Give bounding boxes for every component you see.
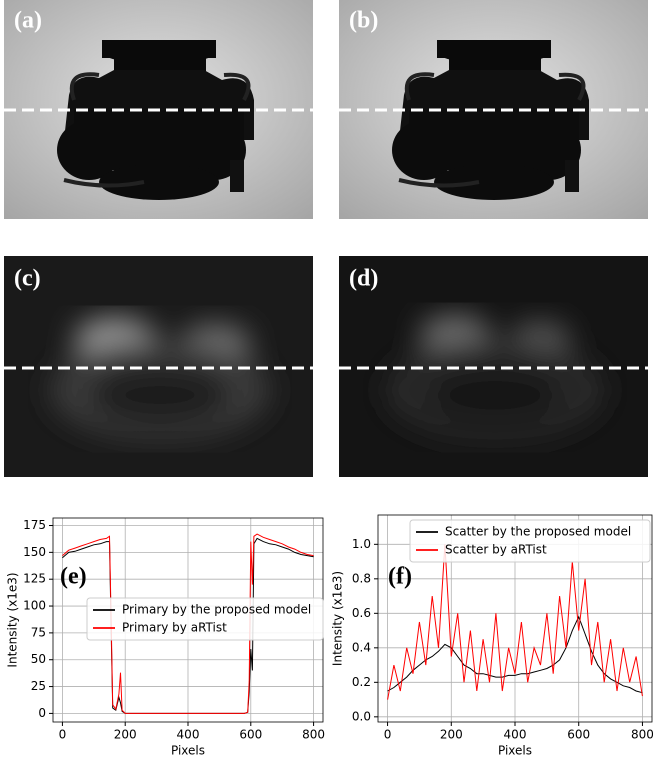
legend-box	[86, 597, 324, 641]
y-tick-label: 100	[23, 599, 46, 613]
panel-label: (c)	[14, 266, 41, 292]
y-tick-label: 0.0	[352, 709, 371, 723]
image-b: (b)	[339, 0, 648, 219]
data-line	[387, 615, 643, 694]
annotation: (f)	[388, 564, 412, 590]
y-tick-label: 25	[31, 679, 46, 693]
x-tick-label: 800	[631, 728, 653, 742]
x-tick-label: 600	[567, 728, 590, 742]
legend-box	[409, 519, 651, 563]
y-tick-label: 50	[31, 652, 46, 666]
y-tick-label: 0	[38, 706, 46, 720]
x-tick-label: 200	[440, 728, 463, 742]
panel-label: (d)	[349, 266, 378, 292]
x-tick-label: 800	[302, 728, 325, 742]
panel-label: (a)	[14, 8, 42, 34]
y-tick-label: 0.8	[352, 571, 371, 585]
legend-label: Primary by aRTist	[122, 621, 227, 635]
image-c: (c)	[4, 256, 313, 477]
y-tick-label: 0.4	[352, 640, 371, 654]
legend-label: Scatter by the proposed model	[445, 525, 631, 539]
data-line	[387, 544, 643, 700]
legend-label: Primary by the proposed model	[122, 603, 311, 617]
x-axis-label: Pixels	[498, 744, 532, 758]
panel-label: (b)	[349, 8, 378, 34]
x-tick-label: 200	[114, 728, 137, 742]
y-axis-label: Intensity (x1e3)	[6, 572, 20, 667]
x-tick-label: 0	[384, 728, 392, 742]
legend-label: Scatter by aRTist	[445, 543, 547, 557]
x-tick-label: 400	[504, 728, 527, 742]
annotation: (e)	[60, 564, 87, 590]
image-a: (a)	[4, 0, 313, 219]
y-tick-label: 1.0	[352, 537, 371, 551]
x-axis-label: Pixels	[171, 744, 205, 758]
y-tick-label: 150	[23, 545, 46, 559]
axes-frame	[377, 514, 653, 723]
x-tick-label: 400	[177, 728, 200, 742]
data-line	[62, 533, 314, 714]
image-d: (d)	[339, 256, 648, 477]
y-tick-label: 175	[23, 518, 46, 532]
y-tick-label: 0.6	[352, 606, 371, 620]
x-tick-label: 600	[239, 728, 262, 742]
y-tick-label: 125	[23, 572, 46, 586]
x-tick-label: 0	[59, 728, 67, 742]
y-tick-label: 0.2	[352, 675, 371, 689]
y-axis-label: Intensity (x1e3)	[331, 571, 345, 666]
y-tick-label: 75	[31, 625, 46, 639]
